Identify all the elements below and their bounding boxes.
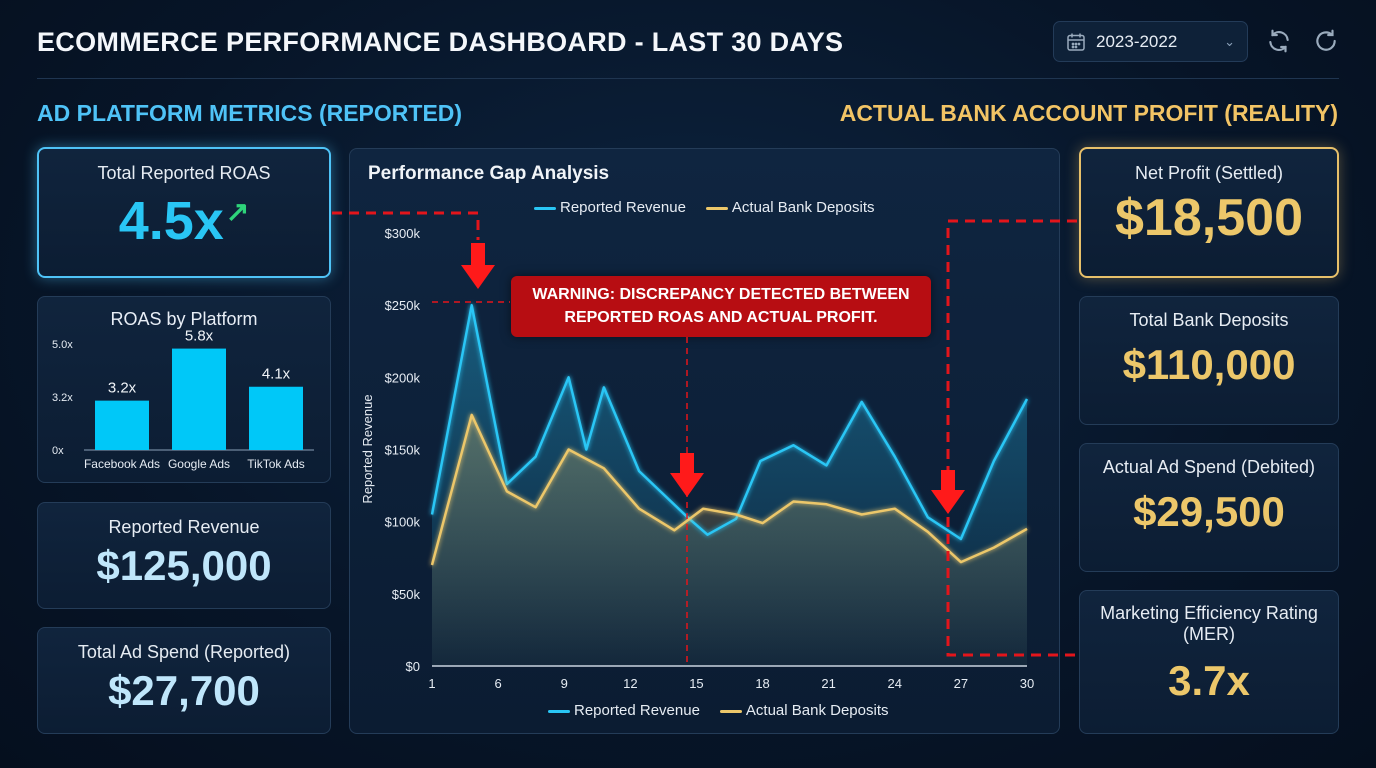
refresh-icon[interactable]	[1313, 28, 1339, 54]
card-value: 3.7x	[1168, 657, 1250, 704]
x-tick-label: Google Ads	[168, 457, 230, 471]
card-label: Total Reported ROAS	[97, 163, 271, 183]
performance-gap-panel: Performance Gap Analysis Reported Revenu…	[349, 148, 1060, 734]
mer-card: Marketing Efficiency Rating (MER) 3.7x	[1079, 590, 1339, 734]
x-tick-label: 12	[623, 676, 637, 691]
bar-data-label: 4.1x	[262, 366, 291, 383]
card-value: $29,500	[1133, 488, 1285, 535]
performance-line-chart: $0 $50k $100k $150k $200k $250k $300k 1 6 9 12 15 18…	[360, 226, 1034, 691]
x-tick-label: 6	[494, 676, 501, 691]
calendar-icon	[1067, 33, 1085, 51]
bar-data-label: 3.2x	[108, 380, 137, 397]
chevron-down-icon: ⌄	[1224, 33, 1235, 49]
card-label: Marketing Efficiency Rating (MER)	[1100, 603, 1318, 644]
bar-tiktok-ads	[249, 386, 303, 450]
trend-up-icon: ↗	[225, 196, 250, 227]
bar-google-ads	[172, 348, 226, 450]
y-tick-label: 0x	[52, 445, 64, 457]
roas-bar-chart: 0x 3.2x 5.0x 3.2x Facebook Ads 5.8x Google Ads…	[52, 328, 314, 471]
x-tick-label: Facebook Ads	[84, 457, 160, 471]
legend-item-reported: Reported Revenue	[548, 702, 700, 719]
card-value: $18,500	[1115, 189, 1303, 247]
warning-line-2: REPORTED ROAS AND ACTUAL PROFIT.	[564, 309, 878, 326]
card-label: Net Profit (Settled)	[1134, 163, 1284, 183]
x-tick-label: 9	[561, 676, 568, 691]
header-divider	[37, 78, 1339, 79]
warning-line-1: WARNING: DISCREPANCY DETECTED BETWEEN	[532, 286, 910, 303]
card-value: $110,000	[1122, 341, 1296, 388]
date-range-value: 2023-2022	[1096, 31, 1178, 51]
x-tick-label: TikTok Ads	[247, 457, 305, 471]
y-tick-label: $300k	[385, 226, 421, 241]
x-tick-label: 27	[954, 676, 968, 691]
x-tick-label: 24	[888, 676, 902, 691]
x-tick-label: 15	[689, 676, 703, 691]
x-tick-label: 30	[1020, 676, 1034, 691]
section-title-reported: AD PLATFORM METRICS (REPORTED)	[37, 100, 463, 126]
y-tick-label: 3.2x	[52, 392, 73, 404]
x-tick-label: 18	[755, 676, 769, 691]
area-actual-deposits	[432, 414, 1027, 666]
card-label: Actual Ad Spend (Debited)	[1102, 457, 1316, 477]
y-axis-label: Reported Revenue	[360, 394, 375, 503]
reported-roas-card: Total Reported ROAS 4.5x↗	[37, 147, 331, 278]
y-tick-label: $0	[406, 659, 420, 674]
reported-ad-spend-card: Total Ad Spend (Reported) $27,700	[37, 627, 331, 734]
sync-icon[interactable]	[1266, 28, 1292, 54]
chart-legend-bottom: Reported Revenue Actual Bank Deposits	[548, 702, 889, 719]
bar-chart-title: ROAS by Platform	[110, 309, 258, 329]
reported-revenue-card: Reported Revenue $125,000	[37, 502, 331, 609]
actual-ad-spend-card: Actual Ad Spend (Debited) $29,500	[1079, 443, 1339, 572]
x-tick-label: 1	[428, 676, 435, 691]
card-value: $27,700	[108, 667, 260, 714]
page-title: ECOMMERCE PERFORMANCE DASHBOARD - LAST 3…	[37, 27, 844, 57]
legend-item-reported: Reported Revenue	[534, 199, 686, 216]
section-title-reality: ACTUAL BANK ACCOUNT PROFIT (REALITY)	[839, 100, 1338, 126]
line-actual-deposits	[430, 413, 1028, 566]
bar-data-label: 5.8x	[185, 328, 214, 345]
y-tick-label: $250k	[385, 298, 421, 313]
x-tick-label: 21	[821, 676, 835, 691]
discrepancy-warning: WARNING: DISCREPANCY DETECTED BETWEEN RE…	[511, 276, 931, 337]
chart-legend-top: Reported Revenue Actual Bank Deposits	[534, 199, 875, 216]
card-label: Reported Revenue	[108, 517, 260, 537]
y-tick-label: $150k	[385, 443, 421, 458]
card-value: 4.5x	[118, 191, 224, 251]
card-value: $125,000	[96, 542, 272, 589]
card-label: Total Bank Deposits	[1129, 310, 1289, 330]
line-reported-revenue	[430, 303, 1029, 541]
y-tick-label: 5.0x	[52, 339, 73, 351]
date-range-select[interactable]: 2023-2022 ⌄	[1053, 21, 1248, 62]
legend-item-actual: Actual Bank Deposits	[719, 702, 889, 719]
bar-facebook-ads	[95, 400, 149, 450]
bank-deposits-card: Total Bank Deposits $110,000	[1079, 296, 1339, 425]
y-tick-label: $50k	[392, 587, 421, 602]
legend-item-actual: Actual Bank Deposits	[705, 199, 875, 216]
net-profit-card: Net Profit (Settled) $18,500	[1079, 147, 1339, 278]
y-tick-label: $100k	[385, 515, 421, 530]
roas-by-platform-card: ROAS by Platform 0x 3.2x 5.0x 3.2x Facebook …	[37, 296, 331, 483]
card-label: Total Ad Spend (Reported)	[77, 642, 291, 662]
y-tick-label: $200k	[385, 370, 421, 385]
chart-title: Performance Gap Analysis	[368, 163, 610, 184]
